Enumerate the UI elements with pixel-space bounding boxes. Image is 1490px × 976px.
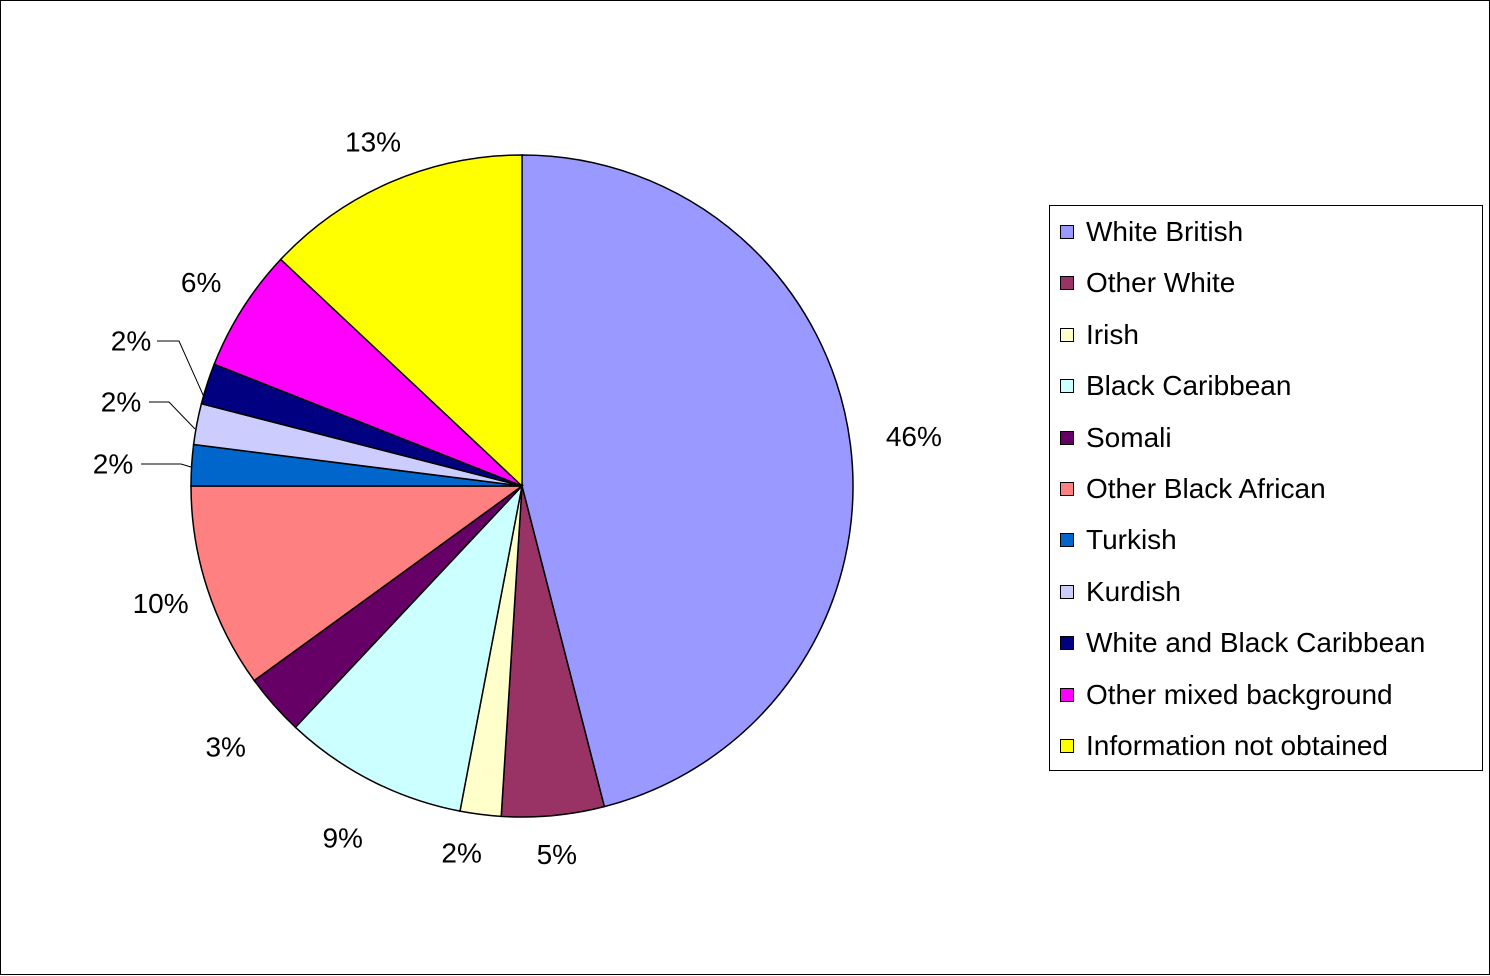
legend-label: Black Caribbean bbox=[1086, 370, 1292, 402]
legend-item: Information not obtained bbox=[1060, 726, 1388, 766]
legend-item: White and Black Caribbean bbox=[1060, 623, 1425, 663]
data-label: 9% bbox=[322, 822, 362, 853]
data-label: 5% bbox=[537, 839, 577, 870]
data-label: 13% bbox=[345, 126, 401, 157]
data-label: 6% bbox=[181, 267, 221, 298]
legend-item: Other White bbox=[1060, 263, 1235, 303]
pie-slice bbox=[279, 154, 523, 488]
legend-swatch bbox=[1060, 276, 1074, 291]
legend-label: Other Black African bbox=[1086, 473, 1326, 504]
legend-swatch bbox=[1060, 687, 1074, 702]
legend-label: Kurdish bbox=[1086, 575, 1181, 607]
legend-item: Somali bbox=[1060, 418, 1172, 458]
legend-label: Other mixed background bbox=[1086, 678, 1393, 710]
data-label: 3% bbox=[205, 732, 245, 763]
pie-slice bbox=[213, 258, 523, 487]
legend-item: Kurdish bbox=[1060, 572, 1181, 612]
legend-item: Black Caribbean bbox=[1060, 366, 1291, 406]
legend-label: Information not obtained bbox=[1086, 730, 1388, 761]
legend-swatch bbox=[1060, 636, 1074, 651]
leader-line bbox=[141, 463, 192, 468]
legend-swatch bbox=[1060, 225, 1074, 239]
legend-label: White and Black Caribbean bbox=[1086, 627, 1426, 659]
leader-line bbox=[149, 401, 196, 430]
legend-swatch bbox=[1060, 482, 1074, 496]
legend-swatch bbox=[1060, 533, 1074, 548]
data-labels: 46% 5% 2% 9% 3% 10% 2% 2% 2% 6% 13% bbox=[93, 126, 942, 870]
legend-swatch bbox=[1060, 739, 1074, 753]
pie-slice bbox=[190, 485, 525, 682]
legend-label: White British bbox=[1086, 216, 1244, 247]
legend-swatch bbox=[1060, 327, 1074, 342]
data-label: 46% bbox=[886, 421, 942, 452]
leader-lines bbox=[141, 340, 205, 468]
legend: White British Other White Irish Black Carib… bbox=[1049, 205, 1483, 771]
legend-item: Other mixed background bbox=[1060, 675, 1393, 715]
legend-swatch bbox=[1060, 584, 1074, 599]
data-label: 2% bbox=[93, 449, 133, 480]
data-label: 10% bbox=[133, 588, 189, 619]
data-label: 2% bbox=[111, 326, 151, 357]
legend-item: Other Black African bbox=[1060, 469, 1326, 509]
legend-label: Somali bbox=[1086, 421, 1172, 453]
legend-swatch bbox=[1060, 430, 1074, 445]
legend-swatch bbox=[1060, 379, 1074, 394]
data-label: 2% bbox=[101, 387, 141, 418]
leader-line bbox=[157, 340, 205, 398]
pie-slice bbox=[521, 154, 854, 808]
pie-slices bbox=[190, 154, 854, 818]
legend-label: Turkish bbox=[1086, 524, 1177, 556]
legend-label: Other White bbox=[1086, 267, 1236, 299]
legend-item: Irish bbox=[1060, 315, 1139, 355]
legend-label: Irish bbox=[1086, 318, 1139, 350]
pie-slice bbox=[294, 483, 524, 813]
data-label: 2% bbox=[441, 838, 481, 869]
legend-item: White British bbox=[1060, 212, 1243, 252]
legend-item: Turkish bbox=[1060, 520, 1177, 560]
